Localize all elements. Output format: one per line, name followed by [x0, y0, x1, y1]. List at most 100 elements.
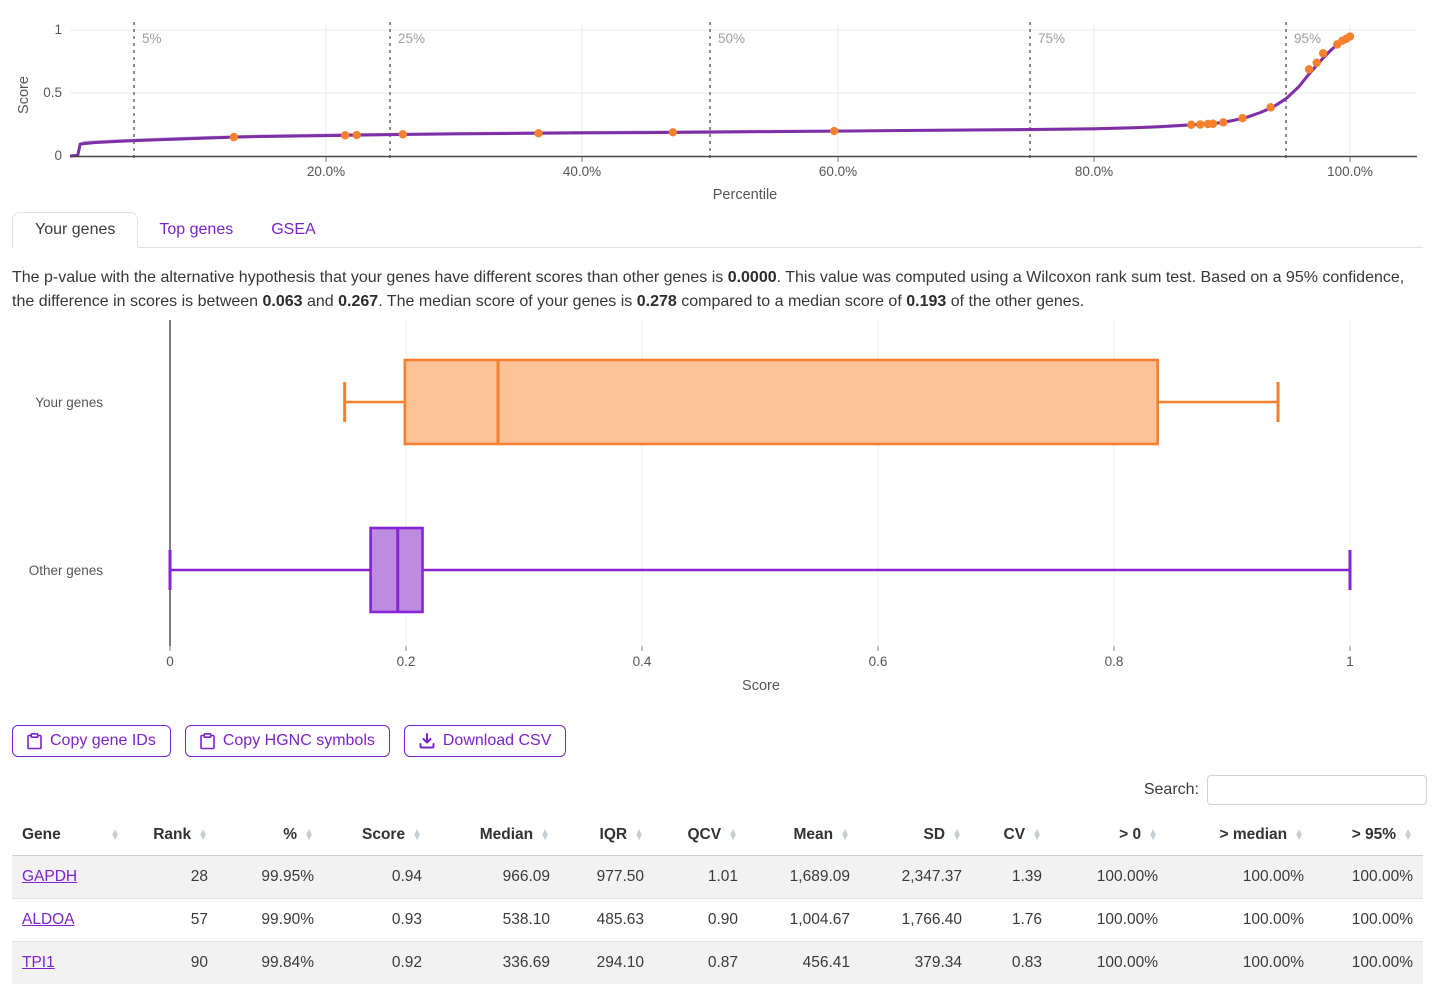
download-csv-button[interactable]: Download CSV — [403, 725, 567, 757]
table-cell: 1,004.67 — [748, 898, 860, 942]
column-header-median[interactable]: Median ▲ ▼ — [432, 815, 560, 856]
your-gene-marker — [829, 126, 839, 136]
column-header-sd[interactable]: SD ▲ ▼ — [860, 815, 972, 856]
table-cell: 0.93 — [324, 898, 432, 942]
table-row: GAPDH 28 99.95% 0.94 966.09 977.50 1.01 1,689.0… — [12, 855, 1423, 899]
your-gene-marker — [1208, 119, 1218, 128]
sort-icon: ▲ ▼ — [110, 826, 120, 843]
download-csv-label: Download CSV — [442, 732, 552, 749]
your-gene-marker — [1345, 32, 1355, 41]
x-tick-label: 80.0% — [1075, 164, 1113, 179]
column-label: > median — [1219, 826, 1288, 843]
search-input[interactable] — [1207, 775, 1427, 805]
your-gene-marker — [1312, 58, 1321, 67]
tab-your-genes[interactable]: Your genes — [12, 212, 139, 248]
table-cell: 977.50 — [560, 855, 654, 899]
column-header-95[interactable]: > 95% ▲ ▼ — [1314, 815, 1423, 856]
table-cell: 2,347.37 — [860, 855, 972, 899]
table-cell: 100.00% — [1052, 898, 1168, 942]
sort-icon: ▲ ▼ — [1032, 826, 1042, 843]
your-gene-marker — [341, 131, 350, 140]
percentile-guide-label: 95% — [1294, 31, 1321, 46]
gene-table-container: Gene ▲ ▼ Rank ▲ ▼% ▲ ▼ Score ▲ ▼ Median ▲ ▼ IQR ▲ ▼ QCV ▲ ▼… — [12, 815, 1423, 984]
column-header-[interactable]: % ▲ ▼ — [218, 815, 324, 856]
summary-value: 0.0000 — [727, 269, 777, 286]
column-header-iqr[interactable]: IQR ▲ ▼ — [560, 815, 654, 856]
x-tick-label: 60.0% — [819, 164, 857, 179]
copy-gene-ids-button[interactable]: Copy gene IDs — [12, 725, 171, 757]
sort-icon: ▲ ▼ — [540, 826, 550, 843]
copy-hgnc-symbols-label: Copy HGNC symbols — [222, 732, 375, 749]
table-cell: ALDOA — [12, 898, 130, 942]
your-gene-marker — [352, 130, 361, 140]
summary-value: 0.267 — [338, 293, 379, 310]
sort-icon: ▲ ▼ — [1294, 826, 1304, 843]
table-cell: 100.00% — [1314, 898, 1423, 942]
x-tick-label: 100.0% — [1327, 164, 1373, 179]
boxplot-chart: Your genes Other genes 0 0.2 0.4 0.6 0.8 1 Score — [29, 320, 1354, 694]
x-tick-label: 0 — [166, 654, 174, 669]
gene-link[interactable]: ALDOA — [22, 911, 75, 928]
category-label: Other genes — [29, 563, 104, 578]
table-header-row: Gene ▲ ▼ Rank ▲ ▼% ▲ ▼ Score ▲ ▼ Median ▲ ▼ IQR ▲ ▼ QCV ▲ ▼… — [12, 815, 1423, 856]
copy-hgnc-symbols-button[interactable]: Copy HGNC symbols — [184, 725, 390, 757]
column-label: > 0 — [1119, 826, 1142, 843]
table-cell: 1,766.40 — [860, 898, 972, 942]
x-axis-title: Score — [742, 678, 780, 694]
copy-gene-ids-label: Copy gene IDs — [50, 732, 156, 749]
gene-link[interactable]: GAPDH — [22, 868, 78, 885]
percentile-guide-label: 5% — [142, 31, 162, 46]
summary-value: 0.193 — [906, 293, 947, 310]
gene-link[interactable]: TPI1 — [22, 954, 55, 971]
column-header-median[interactable]: > median ▲ ▼ — [1168, 815, 1314, 856]
table-cell: 1.76 — [972, 898, 1052, 942]
clipboard-icon — [200, 732, 215, 750]
table-cell: 99.90% — [218, 898, 324, 942]
table-cell: 379.34 — [860, 941, 972, 984]
column-label: Score — [362, 826, 406, 843]
search-label: Search: — [1143, 781, 1199, 798]
table-search-row: Search: — [12, 775, 1427, 805]
column-header-mean[interactable]: Mean ▲ ▼ — [748, 815, 860, 856]
percentile-guide-label: 25% — [398, 31, 425, 46]
column-label: SD — [923, 826, 946, 843]
your-gene-marker — [229, 132, 239, 142]
table-cell: 336.69 — [432, 941, 560, 984]
table-cell: 28 — [130, 855, 218, 899]
y-tick-label: 1 — [54, 22, 62, 37]
table-cell: 100.00% — [1052, 855, 1168, 899]
table-cell: 294.10 — [560, 941, 654, 984]
tab-top-genes[interactable]: Top genes — [159, 221, 234, 238]
sort-icon: ▲ ▼ — [1403, 826, 1413, 843]
y-tick-label: 0 — [54, 148, 62, 163]
tab-gsea[interactable]: GSEA — [271, 221, 316, 238]
gene-table: Gene ▲ ▼ Rank ▲ ▼% ▲ ▼ Score ▲ ▼ Median ▲ ▼ IQR ▲ ▼ QCV ▲ ▼… — [12, 815, 1423, 984]
x-tick-label: 0.2 — [397, 654, 416, 669]
table-row: TPI1 90 99.84% 0.92 336.69 294.10 0.87 456.41 37… — [12, 941, 1423, 984]
column-header-gene[interactable]: Gene ▲ ▼ — [12, 815, 130, 856]
your-gene-marker — [1187, 120, 1196, 129]
column-header-cv[interactable]: CV ▲ ▼ — [972, 815, 1052, 856]
x-tick-label: 0.8 — [1105, 654, 1124, 669]
x-tick-label: 0.6 — [869, 654, 888, 669]
sort-icon: ▲ ▼ — [1148, 826, 1158, 843]
column-label: Gene — [22, 826, 61, 843]
your-gene-marker — [668, 128, 678, 137]
x-axis-title: Percentile — [713, 187, 777, 203]
column-header-score[interactable]: Score ▲ ▼ — [324, 815, 432, 856]
summary-text: and — [302, 293, 339, 310]
summary-text: . This value was computed using a Wilcox… — [12, 269, 1405, 310]
your-gene-marker — [398, 130, 407, 139]
y-axis-title: Score — [16, 76, 32, 114]
y-tick-label: 0.5 — [43, 85, 62, 100]
your-gene-marker — [1219, 118, 1228, 127]
column-header-rank[interactable]: Rank ▲ ▼ — [130, 815, 218, 856]
table-cell: 966.09 — [432, 855, 560, 899]
column-label: Median — [479, 826, 534, 843]
table-cell: 0.92 — [324, 941, 432, 984]
column-header-qcv[interactable]: QCV ▲ ▼ — [654, 815, 748, 856]
column-header-0[interactable]: > 0 ▲ ▼ — [1052, 815, 1168, 856]
summary-text: of the other genes. — [946, 293, 1085, 310]
x-tick-label: 40.0% — [563, 164, 601, 179]
